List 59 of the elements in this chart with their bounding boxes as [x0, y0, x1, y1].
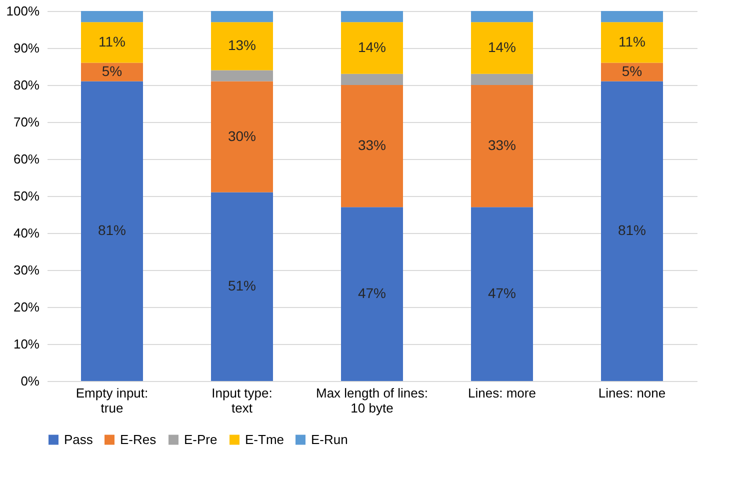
data-label: 14%	[358, 39, 386, 55]
bar	[81, 81, 143, 381]
data-label: 13%	[228, 37, 256, 54]
bar	[471, 207, 533, 381]
data-label: 33%	[358, 137, 386, 154]
bar	[601, 62, 663, 82]
bar	[471, 22, 533, 74]
data-label: 81%	[98, 222, 126, 238]
bar	[601, 22, 663, 63]
x-tick-label: Lines: none	[598, 386, 666, 400]
data-label: 11%	[618, 33, 646, 50]
data-label: 14%	[488, 39, 516, 55]
bar	[211, 192, 273, 381]
x-tick-label: Empty input: true	[76, 386, 148, 416]
y-tick-label: 40%	[13, 226, 40, 240]
y-tick-label: 20%	[13, 300, 40, 314]
y-tick-label: 70%	[13, 114, 40, 130]
bar	[81, 22, 143, 63]
bar	[471, 11, 533, 22]
bar	[471, 85, 533, 208]
data-label: 5%	[102, 63, 122, 80]
bar	[601, 11, 663, 22]
data-label: 47%	[488, 285, 516, 302]
bar	[341, 207, 403, 381]
bar	[211, 81, 273, 192]
y-tick-label: 60%	[13, 152, 40, 166]
bar	[341, 11, 403, 22]
y-tick-label: 80%	[13, 78, 40, 92]
bar	[211, 70, 273, 82]
y-tick-label: 100%	[6, 4, 40, 18]
bar	[81, 11, 143, 22]
x-tick-label: Input type: text	[212, 386, 272, 416]
y-tick-label: 30%	[13, 262, 40, 278]
data-label: 47%	[358, 285, 386, 302]
y-tick-label: 90%	[13, 40, 40, 56]
y-tick-label: 50%	[13, 188, 40, 204]
bar	[81, 62, 143, 82]
legend-label: E-Res	[120, 432, 157, 447]
legend-label: E-Pre	[184, 432, 218, 447]
legend-label: E-Run	[311, 432, 348, 447]
bar	[471, 74, 533, 85]
data-label: 51%	[228, 278, 256, 294]
y-tick-label: 0%	[20, 374, 40, 388]
data-label: 11%	[98, 33, 126, 50]
x-tick-label: Lines: more	[468, 386, 536, 400]
data-label: 30%	[228, 128, 256, 144]
bar	[341, 85, 403, 208]
y-tick-label: 10%	[13, 336, 40, 352]
bar	[601, 81, 663, 381]
bar	[211, 22, 273, 70]
legend-label: Pass	[64, 432, 94, 447]
data-label: 33%	[488, 137, 516, 154]
data-label: 81%	[618, 222, 646, 238]
x-tick-label: Max length of lines: 10 byte	[316, 386, 428, 416]
bar	[341, 22, 403, 74]
legend-label: E-Tme	[245, 432, 284, 447]
bar	[341, 74, 403, 85]
bar	[211, 11, 273, 22]
data-label: 5%	[622, 63, 642, 80]
